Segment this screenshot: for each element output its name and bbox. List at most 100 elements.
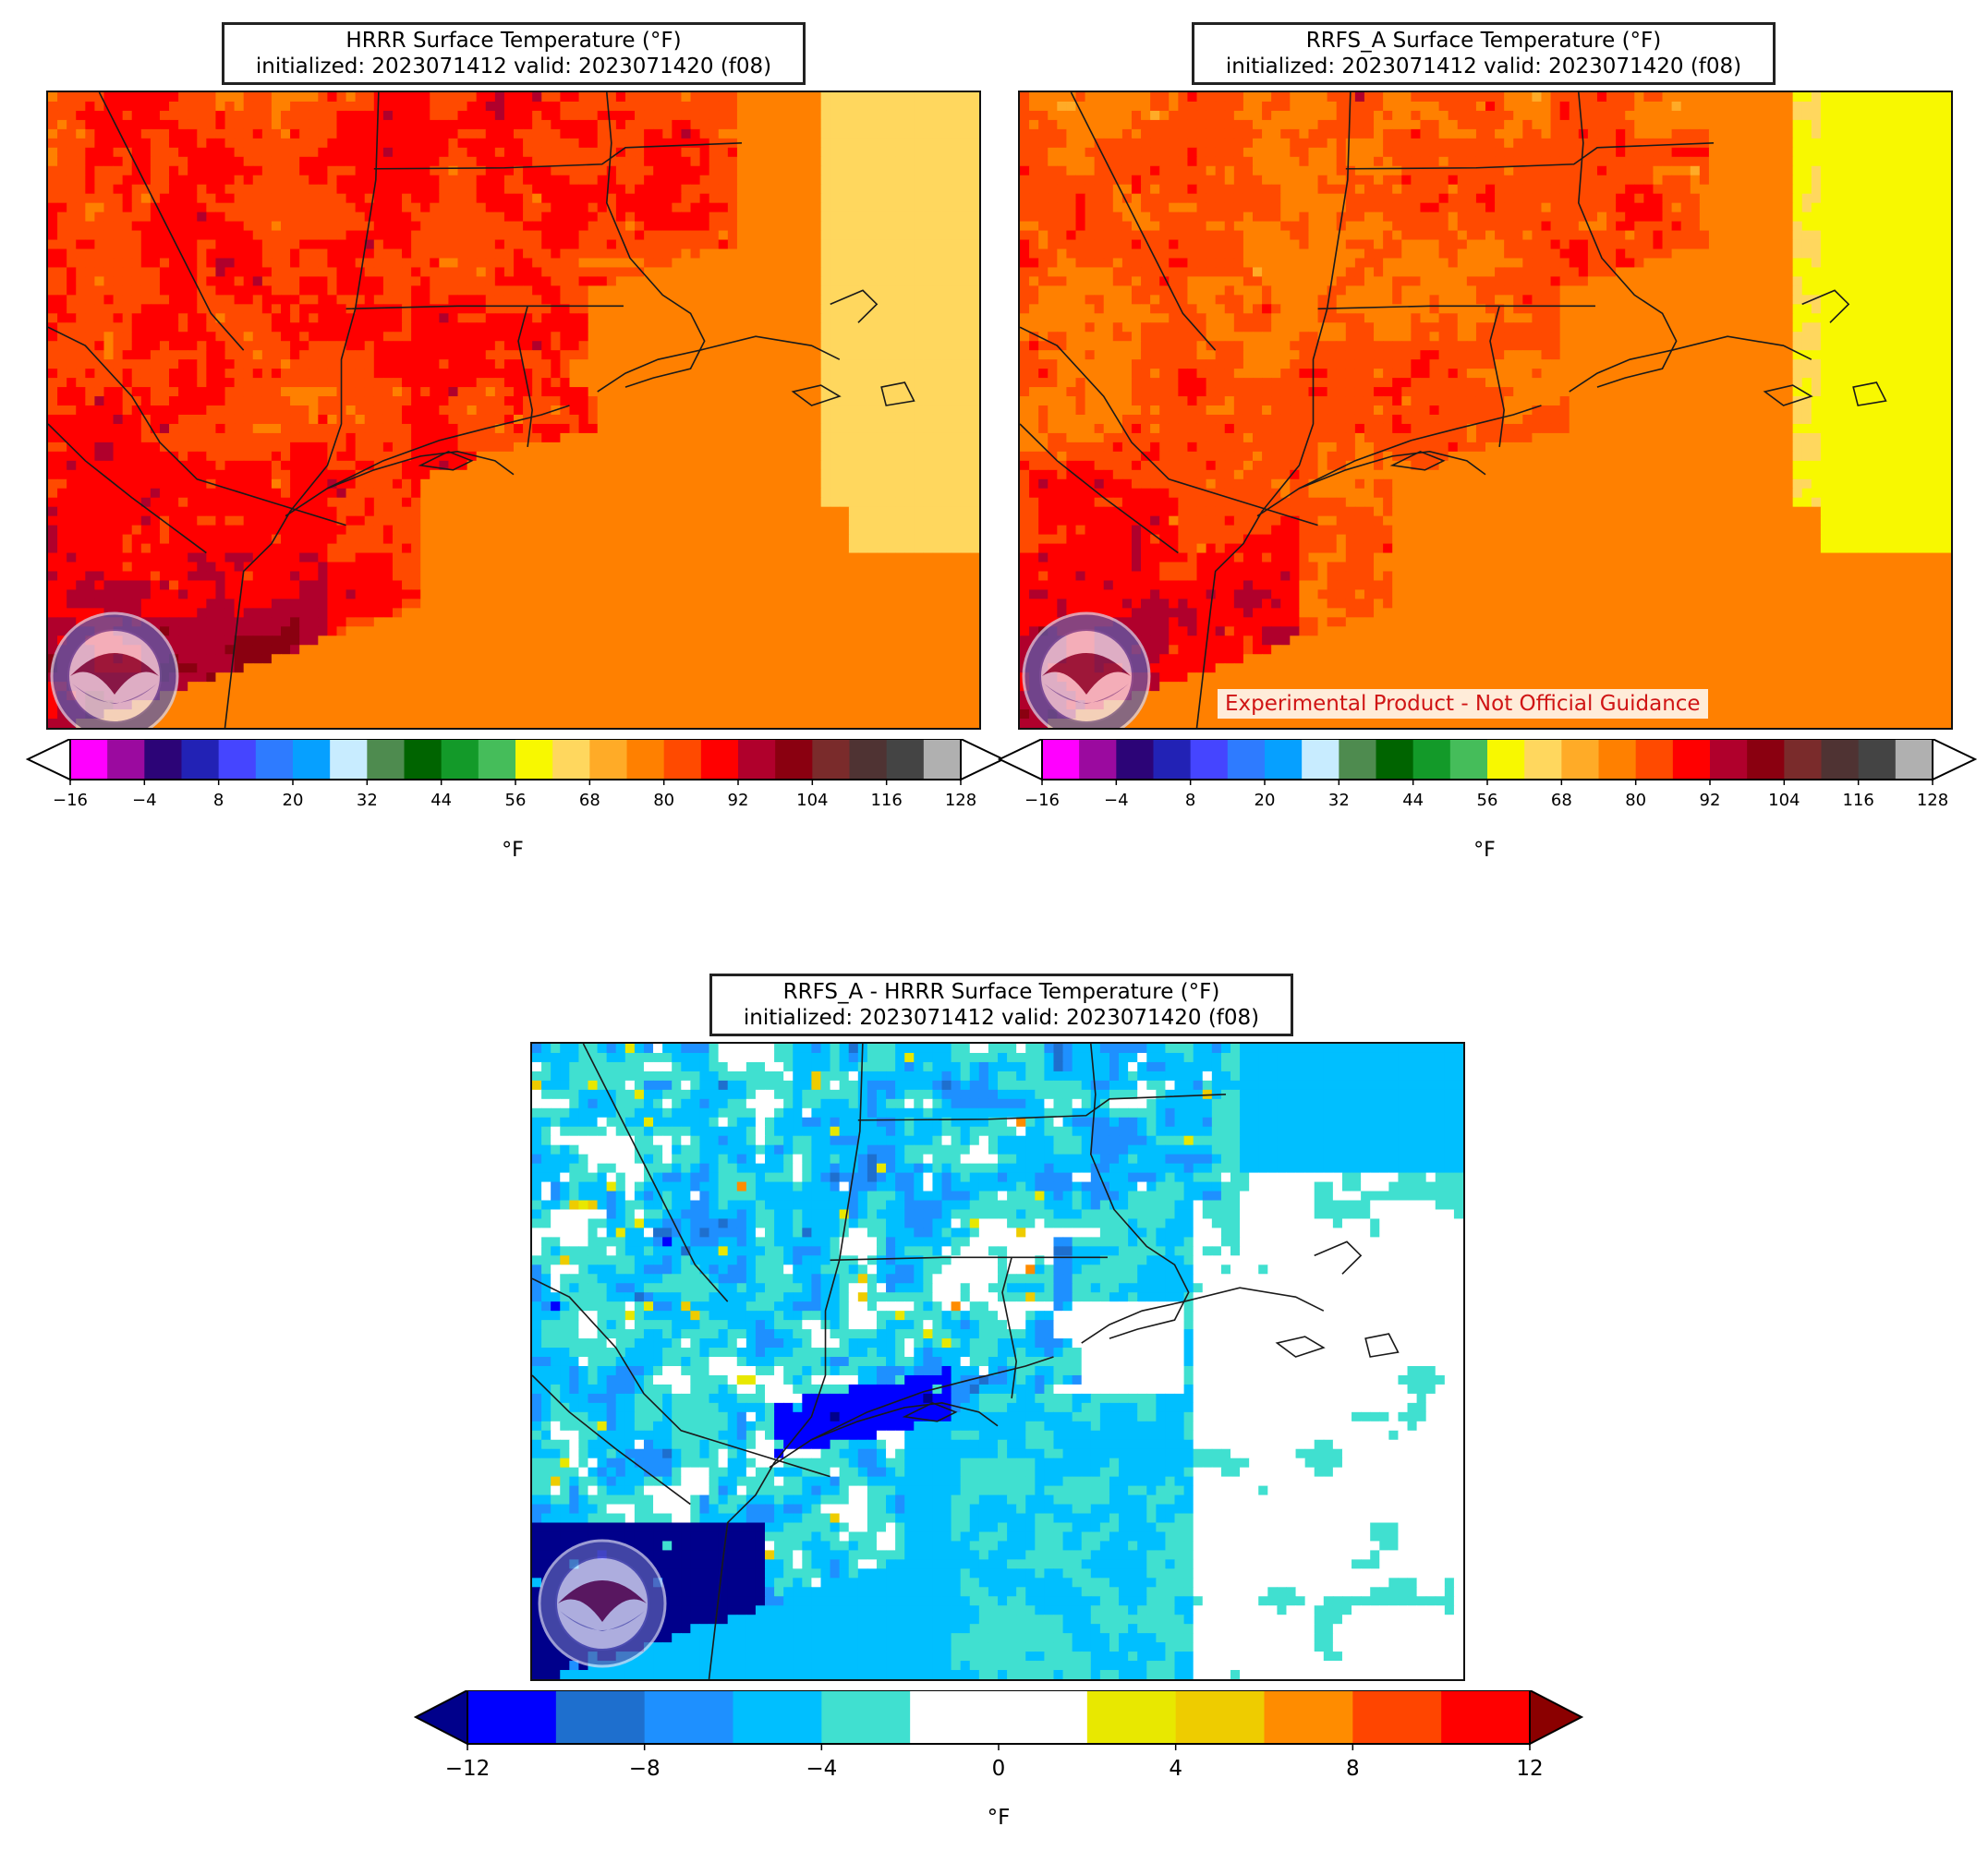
grid-cell bbox=[820, 515, 831, 526]
grid-cell bbox=[159, 322, 170, 333]
grid-cell bbox=[774, 332, 784, 342]
grid-cell bbox=[541, 110, 552, 121]
grid-cell bbox=[402, 239, 412, 250]
grid-cell bbox=[188, 304, 198, 314]
grid-cell bbox=[373, 202, 384, 213]
grid-cell bbox=[309, 184, 319, 195]
grid-cell bbox=[895, 165, 905, 176]
grid-cell bbox=[243, 276, 254, 286]
grid-cell bbox=[309, 248, 319, 259]
grid-cell bbox=[261, 506, 273, 517]
grid-cell bbox=[644, 304, 654, 314]
grid-cell bbox=[336, 147, 347, 158]
grid-cell bbox=[877, 369, 887, 379]
grid-cell bbox=[234, 525, 245, 536]
grid-cell bbox=[644, 332, 654, 342]
grid-cell bbox=[448, 322, 459, 333]
grid-cell bbox=[345, 184, 357, 195]
grid-cell bbox=[430, 332, 440, 342]
grid-cell bbox=[736, 119, 747, 130]
grid-cell bbox=[243, 239, 254, 250]
grid-cell bbox=[793, 92, 803, 103]
grid-cell bbox=[699, 101, 710, 112]
grid-cell bbox=[532, 285, 542, 296]
grid-cell bbox=[569, 110, 580, 121]
grid-cell bbox=[560, 451, 570, 462]
grid-cell bbox=[85, 423, 95, 434]
grid-cell bbox=[392, 304, 403, 314]
grid-cell bbox=[857, 451, 868, 462]
grid-cell bbox=[48, 221, 58, 232]
grid-cell bbox=[624, 322, 636, 333]
grid-cell bbox=[382, 165, 394, 176]
grid-cell bbox=[727, 497, 738, 508]
grid-cell bbox=[746, 341, 757, 351]
grid-cell bbox=[131, 295, 142, 305]
grid-cell bbox=[67, 101, 77, 112]
grid-cell bbox=[364, 515, 375, 526]
grid-cell bbox=[820, 469, 831, 480]
grid-cell bbox=[140, 387, 152, 397]
grid-cell bbox=[867, 138, 878, 149]
grid-cell bbox=[746, 267, 757, 277]
grid-cell bbox=[76, 267, 86, 277]
grid-cell bbox=[569, 221, 580, 232]
grid-cell bbox=[783, 147, 794, 158]
grid-cell bbox=[382, 359, 394, 369]
grid-cell bbox=[140, 175, 152, 186]
grid-cell bbox=[877, 156, 887, 167]
grid-cell bbox=[578, 497, 589, 508]
grid-cell bbox=[281, 119, 291, 130]
grid-cell bbox=[261, 369, 273, 379]
grid-cell bbox=[551, 478, 561, 490]
grid-cell bbox=[681, 258, 692, 268]
grid-cell bbox=[197, 322, 207, 333]
grid-cell bbox=[103, 460, 115, 471]
grid-cell bbox=[672, 304, 682, 314]
grid-cell bbox=[904, 276, 915, 286]
grid-cell bbox=[448, 285, 459, 296]
grid-cell bbox=[588, 101, 599, 112]
grid-cell bbox=[541, 119, 552, 130]
grid-cell bbox=[551, 193, 561, 204]
grid-cell bbox=[793, 460, 803, 471]
grid-cell bbox=[969, 460, 979, 471]
grid-cell bbox=[430, 359, 440, 369]
grid-cell bbox=[373, 221, 384, 232]
grid-cell bbox=[290, 378, 300, 388]
grid-cell bbox=[653, 101, 663, 112]
grid-cell bbox=[765, 193, 775, 204]
grid-cell bbox=[411, 451, 421, 462]
grid-cell bbox=[541, 248, 552, 259]
grid-cell bbox=[271, 138, 282, 149]
grid-cell bbox=[485, 515, 496, 526]
grid-cell bbox=[848, 478, 859, 490]
grid-cell bbox=[234, 156, 245, 167]
grid-cell bbox=[653, 267, 663, 277]
grid-cell bbox=[802, 156, 813, 167]
grid-cell bbox=[820, 175, 831, 186]
grid-cell bbox=[932, 313, 943, 323]
grid-cell bbox=[76, 304, 86, 314]
grid-cell bbox=[206, 350, 216, 360]
grid-cell bbox=[523, 258, 533, 268]
grid-cell bbox=[122, 359, 133, 369]
grid-cell bbox=[327, 138, 337, 149]
grid-cell bbox=[867, 267, 878, 277]
grid-cell bbox=[140, 156, 152, 167]
grid-cell bbox=[793, 534, 803, 545]
grid-cell bbox=[327, 165, 337, 176]
grid-cell bbox=[430, 175, 440, 186]
grid-cell bbox=[364, 414, 375, 425]
grid-cell bbox=[877, 350, 887, 360]
grid-cell bbox=[560, 128, 570, 139]
grid-cell bbox=[569, 101, 580, 112]
grid-cell bbox=[364, 423, 375, 434]
grid-cell bbox=[699, 378, 710, 388]
grid-cell bbox=[615, 101, 626, 112]
grid-cell bbox=[886, 119, 896, 130]
grid-cell bbox=[857, 276, 868, 286]
grid-cell bbox=[76, 534, 86, 545]
grid-cell bbox=[299, 92, 309, 103]
grid-cell bbox=[718, 165, 729, 176]
